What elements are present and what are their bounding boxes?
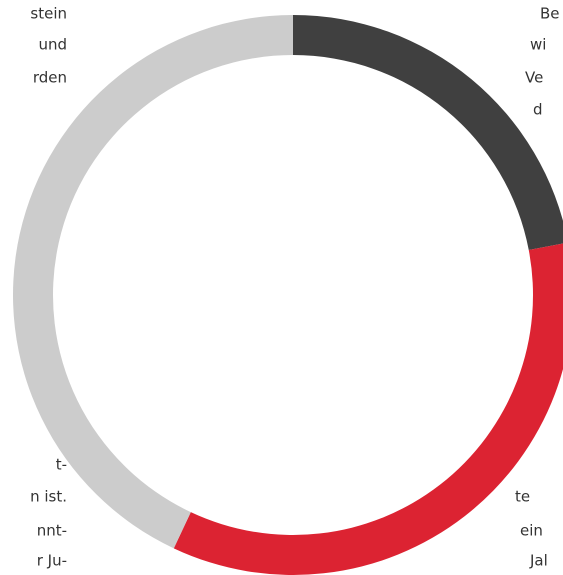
text-fragment: und (38, 36, 67, 54)
text-fragment: ein (520, 522, 543, 540)
donut-segment (293, 15, 563, 251)
text-fragment: d (533, 101, 543, 119)
donut-segment (12, 15, 294, 549)
text-fragment: Jal (529, 552, 548, 570)
text-fragment: r Ju- (37, 552, 67, 570)
text-fragment: rden (33, 69, 67, 87)
text-fragment: t- (56, 456, 67, 474)
text-fragment: n ist. (30, 488, 67, 506)
donut-segment (173, 243, 563, 575)
text-fragment: stein (30, 5, 67, 23)
text-fragment: Be (540, 5, 560, 23)
text-fragment: Ve (525, 69, 543, 87)
text-fragment: te (515, 488, 530, 506)
text-fragment: wi (530, 36, 546, 54)
text-fragment: nnt- (37, 522, 67, 540)
